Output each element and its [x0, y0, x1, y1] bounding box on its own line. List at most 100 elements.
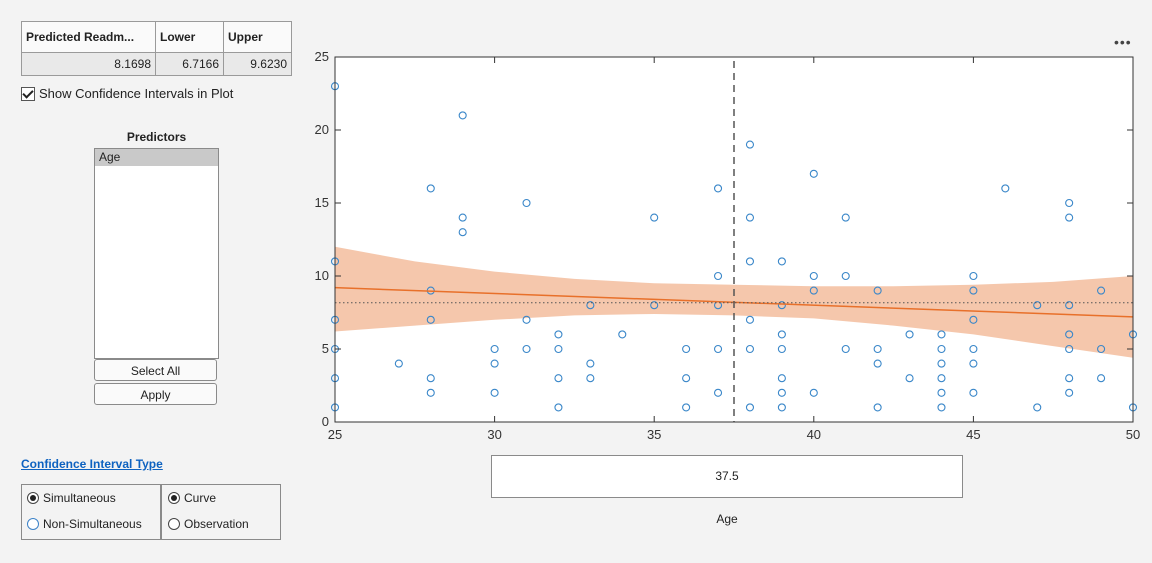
x-tick-label: 30	[487, 427, 501, 442]
radio-curve-button[interactable]	[168, 492, 180, 504]
data-point	[873, 286, 882, 295]
data-point	[522, 315, 531, 324]
y-tick-label: 25	[315, 49, 329, 64]
data-point	[1065, 330, 1074, 339]
radio-observation-label: Observation	[184, 517, 249, 531]
data-point	[394, 359, 403, 368]
data-point	[522, 198, 531, 208]
radio-simultaneous[interactable]: Simultaneous	[27, 491, 116, 505]
data-point	[745, 315, 755, 324]
data-point	[1065, 374, 1074, 383]
data-point	[809, 169, 818, 178]
data-point	[1033, 403, 1042, 412]
x-axis-label: Age	[716, 512, 738, 526]
data-point	[905, 330, 914, 339]
y-tick-label: 15	[315, 195, 329, 210]
data-point	[809, 271, 818, 281]
radio-observation[interactable]: Observation	[168, 517, 249, 531]
data-point	[458, 111, 467, 120]
data-point	[841, 213, 850, 222]
lines-layer	[334, 61, 1134, 422]
data-point	[777, 374, 786, 383]
data-point	[426, 184, 435, 193]
data-point	[426, 315, 435, 324]
data-point	[809, 388, 818, 397]
data-point	[1065, 198, 1074, 208]
data-point	[809, 286, 818, 295]
data-point	[873, 344, 882, 354]
data-point	[1097, 286, 1106, 295]
show-ci-toggle[interactable]: Show Confidence Intervals in Plot	[21, 86, 233, 101]
radio-curve[interactable]: Curve	[168, 491, 216, 505]
data-point	[937, 344, 946, 354]
data-point	[458, 213, 467, 222]
data-point	[490, 344, 499, 354]
predicted-value: 8.1698	[21, 52, 156, 76]
data-point	[1097, 344, 1106, 354]
data-point	[1065, 388, 1074, 397]
data-point	[554, 374, 563, 383]
list-item[interactable]: Age	[95, 149, 218, 166]
ci-target-group: Curve Observation	[161, 484, 281, 540]
y-tick-label: 5	[322, 341, 329, 356]
data-point	[554, 344, 563, 354]
radio-non-simultaneous-label: Non-Simultaneous	[43, 517, 142, 531]
data-point	[618, 330, 627, 339]
select-all-button[interactable]: Select All	[94, 359, 217, 381]
data-point	[937, 359, 946, 368]
data-point	[522, 344, 531, 354]
data-point	[969, 286, 978, 295]
x-tick-label: 40	[807, 427, 821, 442]
predictors-listbox[interactable]: Age	[94, 148, 219, 359]
data-point	[777, 344, 786, 354]
data-point	[937, 403, 946, 412]
predictors-title: Predictors	[126, 130, 187, 144]
data-point	[682, 374, 691, 383]
apply-button[interactable]: Apply	[94, 383, 217, 405]
x-tick-label: 45	[966, 427, 980, 442]
data-point	[745, 213, 755, 222]
ci-type-link[interactable]: Confidence Interval Type	[21, 457, 163, 471]
data-point	[554, 330, 563, 339]
show-ci-checkbox[interactable]	[21, 86, 35, 101]
data-point	[1065, 301, 1074, 310]
data-point	[682, 344, 691, 354]
data-point	[586, 301, 595, 310]
radio-non-simultaneous-button[interactable]	[27, 518, 39, 530]
data-point	[713, 271, 723, 281]
data-point	[937, 374, 946, 383]
data-point	[745, 403, 755, 412]
x-tick-label: 35	[647, 427, 661, 442]
data-point	[969, 315, 978, 324]
data-point	[458, 228, 467, 237]
data-point	[713, 184, 723, 193]
data-point	[841, 344, 850, 354]
more-options-icon[interactable]: •••	[1114, 34, 1132, 50]
radio-curve-label: Curve	[184, 491, 217, 505]
data-point	[1033, 301, 1042, 310]
data-point	[905, 374, 914, 383]
radio-observation-button[interactable]	[168, 518, 180, 530]
y-tick-label: 20	[315, 122, 329, 137]
y-tick-label: 0	[322, 414, 329, 429]
radio-non-simultaneous[interactable]: Non-Simultaneous	[27, 517, 142, 531]
show-ci-label: Show Confidence Intervals in Plot	[39, 86, 234, 101]
data-point	[873, 403, 882, 412]
x-tick-label: 25	[328, 427, 342, 442]
data-point	[937, 388, 946, 397]
data-point	[682, 403, 691, 412]
data-point	[1065, 344, 1074, 354]
prediction-plot[interactable]: 25 30 35 40 45 50 0 5 10 15 20 25	[0, 0, 1152, 450]
data-point	[650, 301, 659, 310]
data-point	[777, 330, 786, 339]
table-header-row: Predicted Readm... Lower Upper	[21, 21, 292, 53]
ci-mode-group: Simultaneous Non-Simultaneous	[21, 484, 161, 540]
prediction-summary-table: Predicted Readm... Lower Upper 8.1698 6.…	[21, 21, 292, 76]
lower-value: 6.7166	[155, 52, 224, 76]
data-point	[745, 344, 755, 354]
axes-box	[334, 56, 1134, 423]
x-value-input[interactable]: 37.5	[491, 455, 963, 498]
data-point	[841, 271, 850, 281]
radio-simultaneous-label: Simultaneous	[43, 491, 116, 505]
radio-simultaneous-button[interactable]	[27, 492, 39, 504]
